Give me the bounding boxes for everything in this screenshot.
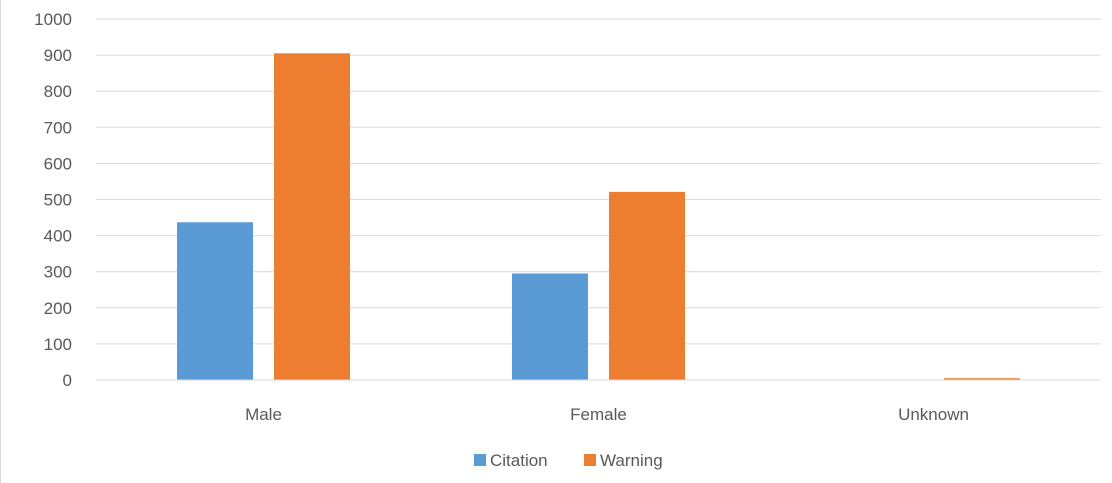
legend: Citation Warning <box>474 451 663 470</box>
bar-warning-unknown <box>944 378 1020 380</box>
legend-swatch-citation <box>474 454 486 466</box>
bar-citation-male <box>177 222 253 380</box>
y-tick-label: 300 <box>44 263 72 282</box>
y-tick-label: 900 <box>44 46 72 65</box>
x-category-label: Unknown <box>898 405 969 424</box>
y-tick-label: 200 <box>44 299 72 318</box>
y-tick-label: 400 <box>44 227 72 246</box>
gridlines <box>96 18 1101 345</box>
x-axis-category-labels: Male Female Unknown <box>245 405 969 424</box>
y-tick-label: 0 <box>63 371 72 390</box>
y-tick-label: 700 <box>44 118 72 137</box>
y-tick-label: 100 <box>44 335 72 354</box>
x-category-label: Male <box>245 405 282 424</box>
bar-citation-female <box>512 273 588 380</box>
y-tick-label: 1000 <box>34 10 72 29</box>
legend-label-warning: Warning <box>600 451 663 470</box>
x-category-label: Female <box>570 405 627 424</box>
y-tick-label: 800 <box>44 82 72 101</box>
bar-warning-male <box>274 53 350 381</box>
y-tick-label: 500 <box>44 191 72 210</box>
legend-swatch-warning <box>584 454 596 466</box>
y-axis-tick-labels: 0 100 200 300 400 500 600 700 800 900 1000 <box>34 10 72 390</box>
legend-label-citation: Citation <box>490 451 548 470</box>
bars <box>177 53 1020 381</box>
bar-warning-female <box>609 191 685 380</box>
y-tick-label: 600 <box>44 154 72 173</box>
